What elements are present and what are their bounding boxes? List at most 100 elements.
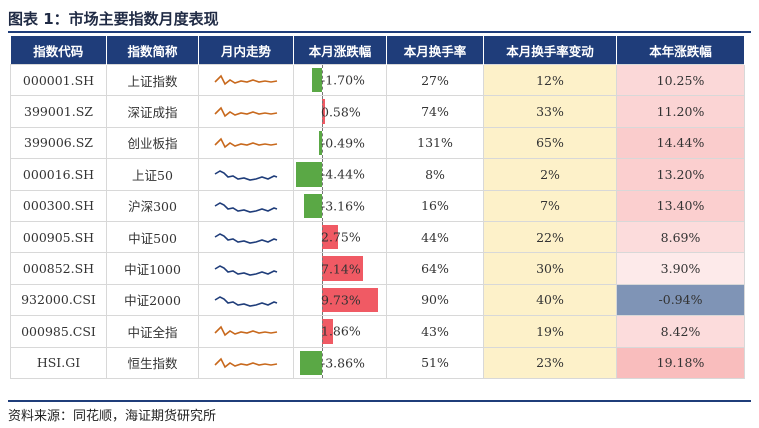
index-code: 000852.SH bbox=[10, 252, 107, 285]
turnover-value: 44% bbox=[386, 220, 484, 254]
monthly-change-value: -0.49% bbox=[321, 135, 365, 151]
title-divider bbox=[8, 31, 751, 33]
index-code: 000001.SH bbox=[10, 63, 107, 97]
trend-sparkline bbox=[198, 283, 294, 317]
ytd-change-value: 14.44% bbox=[616, 126, 745, 160]
monthly-change-cell: -1.70% bbox=[293, 63, 387, 97]
index-code: 000016.SH bbox=[10, 158, 107, 191]
source-divider bbox=[8, 400, 751, 402]
index-code: 000300.SH bbox=[10, 189, 107, 222]
index-code: 000985.CSI bbox=[10, 315, 107, 348]
ytd-change-value: 10.25% bbox=[616, 63, 745, 97]
zero-axis bbox=[322, 221, 323, 253]
monthly-change-bar bbox=[319, 130, 322, 156]
ytd-change-value: 13.20% bbox=[616, 158, 745, 191]
trend-sparkline bbox=[198, 63, 294, 97]
monthly-change-cell: -3.86% bbox=[293, 346, 387, 379]
zero-axis bbox=[322, 284, 323, 316]
source-note: 资料来源：同花顺，海证期货研究所 bbox=[8, 409, 217, 424]
zero-axis bbox=[322, 96, 323, 127]
trend-sparkline bbox=[198, 346, 294, 379]
monthly-change-value: 9.73% bbox=[321, 292, 361, 308]
index-name: 中证500 bbox=[106, 220, 199, 254]
zero-axis bbox=[322, 190, 323, 221]
monthly-change-cell: -4.44% bbox=[293, 158, 387, 191]
turnover-change-value: 23% bbox=[483, 346, 617, 379]
monthly-change-value: -4.44% bbox=[321, 166, 365, 182]
header-ytd-change: 本年涨跌幅 bbox=[616, 36, 745, 65]
monthly-change-bar bbox=[299, 350, 322, 375]
table-row: 399001.SZ 深证成指 0.58% 74% 33% 11.20% bbox=[10, 95, 745, 128]
index-name: 中证1000 bbox=[106, 252, 199, 285]
ytd-change-value: 11.20% bbox=[616, 95, 745, 128]
index-name: 创业板指 bbox=[106, 126, 199, 160]
monthly-change-cell: 7.14% bbox=[293, 252, 387, 285]
table-row: 000905.SH 中证500 2.75% 44% 22% 8.69% bbox=[10, 220, 745, 254]
turnover-change-value: 12% bbox=[483, 63, 617, 97]
ytd-change-value: -0.94% bbox=[616, 283, 745, 317]
zero-axis bbox=[322, 347, 323, 378]
table-row: 932000.CSI 中证2000 9.73% 90% 40% -0.94% bbox=[10, 283, 745, 317]
index-code: 399001.SZ bbox=[10, 95, 107, 128]
turnover-value: 16% bbox=[386, 189, 484, 222]
monthly-change-cell: 9.73% bbox=[293, 283, 387, 317]
index-code: 000905.SH bbox=[10, 220, 107, 254]
table-row: 399006.SZ 创业板指 -0.49% 131% 65% 14.44% bbox=[10, 126, 745, 160]
trend-sparkline bbox=[198, 220, 294, 254]
turnover-value: 64% bbox=[386, 252, 484, 285]
monthly-change-cell: 1.86% bbox=[293, 315, 387, 348]
monthly-change-cell: -3.16% bbox=[293, 189, 387, 222]
trend-sparkline bbox=[198, 95, 294, 128]
turnover-change-value: 19% bbox=[483, 315, 617, 348]
index-name: 上证50 bbox=[106, 158, 199, 191]
trend-sparkline bbox=[198, 158, 294, 191]
trend-sparkline bbox=[198, 189, 294, 222]
header-turnover-change: 本月换手率变动 bbox=[483, 36, 617, 65]
zero-axis bbox=[322, 253, 323, 284]
ytd-change-value: 3.90% bbox=[616, 252, 745, 285]
turnover-change-value: 65% bbox=[483, 126, 617, 160]
monthly-change-value: 0.58% bbox=[321, 104, 361, 120]
turnover-change-value: 22% bbox=[483, 220, 617, 254]
monthly-change-value: 1.86% bbox=[321, 323, 361, 339]
turnover-change-value: 7% bbox=[483, 189, 617, 222]
table-row: HSI.GI 恒生指数 -3.86% 51% 23% 19.18% bbox=[10, 346, 745, 379]
monthly-change-value: 2.75% bbox=[321, 229, 361, 245]
monthly-change-bar bbox=[322, 256, 364, 281]
table-row: 000300.SH 沪深300 -3.16% 16% 7% 13.40% bbox=[10, 189, 745, 222]
ytd-change-value: 8.69% bbox=[616, 220, 745, 254]
trend-sparkline bbox=[198, 252, 294, 285]
turnover-value: 8% bbox=[386, 158, 484, 191]
zero-axis bbox=[322, 159, 323, 190]
header-turnover: 本月换手率 bbox=[386, 36, 484, 65]
turnover-value: 43% bbox=[386, 315, 484, 348]
index-name: 上证指数 bbox=[106, 63, 199, 97]
turnover-value: 51% bbox=[386, 346, 484, 379]
monthly-change-value: -1.70% bbox=[321, 72, 365, 88]
zero-axis bbox=[322, 127, 323, 159]
monthly-change-bar bbox=[296, 162, 322, 187]
turnover-value: 131% bbox=[386, 126, 484, 160]
table-row: 000985.CSI 中证全指 1.86% 43% 19% 8.42% bbox=[10, 315, 745, 348]
zero-axis bbox=[322, 65, 323, 96]
monthly-change-value: -3.16% bbox=[321, 198, 365, 214]
index-code: 932000.CSI bbox=[10, 283, 107, 317]
turnover-change-value: 33% bbox=[483, 95, 617, 128]
monthly-change-bar bbox=[322, 287, 379, 313]
trend-sparkline bbox=[198, 315, 294, 348]
index-name: 中证全指 bbox=[106, 315, 199, 348]
turnover-change-value: 30% bbox=[483, 252, 617, 285]
monthly-change-bar bbox=[322, 319, 333, 344]
index-name: 中证2000 bbox=[106, 283, 199, 317]
table-row: 000852.SH 中证1000 7.14% 64% 30% 3.90% bbox=[10, 252, 745, 285]
index-code: 399006.SZ bbox=[10, 126, 107, 160]
turnover-value: 27% bbox=[386, 63, 484, 97]
index-code: HSI.GI bbox=[10, 346, 107, 379]
index-performance-table: 指数代码 指数简称 月内走势 本月涨跌幅 本月换手率 本月换手率变动 本年涨跌幅… bbox=[10, 36, 745, 379]
ytd-change-value: 8.42% bbox=[616, 315, 745, 348]
table-header-row: 指数代码 指数简称 月内走势 本月涨跌幅 本月换手率 本月换手率变动 本年涨跌幅 bbox=[10, 36, 745, 65]
ytd-change-value: 13.40% bbox=[616, 189, 745, 222]
trend-sparkline bbox=[198, 126, 294, 160]
monthly-change-bar bbox=[322, 224, 338, 250]
page-title: 图表 1：市场主要指数月度表现 bbox=[8, 10, 219, 28]
